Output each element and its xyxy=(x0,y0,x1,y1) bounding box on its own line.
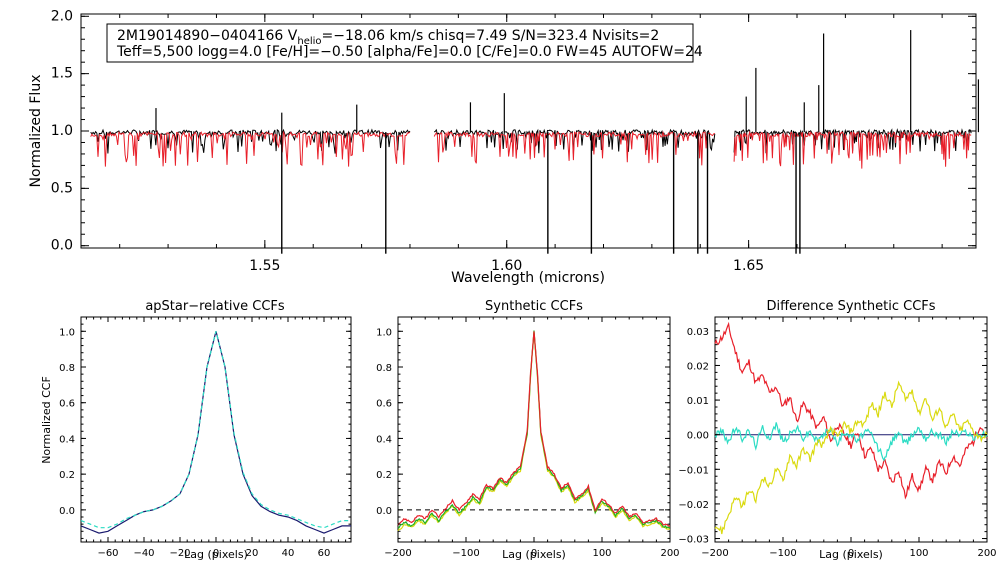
difference_ccf-series-red xyxy=(714,321,988,500)
synthetic-ccf-panel: Synthetic CCFs −200 −100 0 100 200 0.0 0.2 0.4 0… xyxy=(376,299,679,561)
difference-ccf-title: Difference Synthetic CCFs xyxy=(766,299,935,314)
spectrum-panel: 1.55 1.60 1.65 0.0 0.5 1.0 1.5 2.0 2M19014890−0… xyxy=(28,8,980,286)
x-tick-label: −40 xyxy=(133,548,154,559)
y-tick-label: −0.01 xyxy=(678,465,709,476)
difference-ccf-ticks-group: −200 −100 0 100 200 −0.03 −0.02 −0.01 0.00 0.01 0.… xyxy=(678,316,997,559)
x-tick-label: 200 xyxy=(977,548,996,559)
x-tick-label: −200 xyxy=(384,548,411,559)
apstar-ccf-series-group xyxy=(80,331,351,534)
x-tick-label: 0 xyxy=(848,548,854,559)
synthetic-ccf-ticks-group: −200 −100 0 100 200 0.0 0.2 0.4 0.6 0.8 1.0 xyxy=(376,316,680,559)
y-tick-label: 1.5 xyxy=(51,66,73,82)
y-tick-label: 2.0 xyxy=(51,8,73,24)
difference-ccf-series-group xyxy=(714,321,988,535)
apstar-ccf-title: apStar−relative CCFs xyxy=(145,299,285,314)
x-tick-label: 100 xyxy=(592,548,611,559)
apstar_ccf-series-cyan xyxy=(80,331,351,529)
x-tick-label: −100 xyxy=(769,548,796,559)
synthetic-ccf-x-axis-title: Lag (pixels) xyxy=(502,548,566,561)
y-tick-label: 0.00 xyxy=(687,431,709,442)
y-tick-label: 0.0 xyxy=(376,506,392,517)
x-tick-label: 60 xyxy=(318,548,331,559)
spectrum-info-line2: Teff=5,500 logg=4.0 [Fe/H]=−0.50 [alpha/… xyxy=(116,44,703,60)
spectrum-info-line1: 2M19014890−0404166 Vhelio=−18.06 km/s ch… xyxy=(117,28,659,47)
spectrum-info-box xyxy=(106,23,694,63)
x-tick-label: 1.65 xyxy=(733,258,764,274)
y-tick-label: 0.8 xyxy=(376,363,392,374)
x-tick-label: 0 xyxy=(531,548,537,559)
x-tick-label: −200 xyxy=(701,548,728,559)
synthetic_ccf-series-green xyxy=(397,330,671,529)
info-line1-suffix: =−18.06 km/s chisq=7.49 S/N=323.4 Nvisit… xyxy=(322,28,660,44)
apstar-ccf-x-axis-title: Lag (pixels) xyxy=(184,548,248,561)
difference_ccf-series-yellow xyxy=(714,380,988,535)
x-tick-label: 200 xyxy=(660,548,679,559)
info-line1-prefix: 2M19014890−0404166 V xyxy=(117,28,298,44)
y-tick-label: 0.01 xyxy=(687,396,709,407)
spectrum-model-line-chip-2 xyxy=(433,130,716,166)
synthetic-ccf-series-group xyxy=(397,330,671,532)
y-tick-label: 1.0 xyxy=(59,327,75,338)
x-tick-label: 0 xyxy=(213,548,219,559)
y-tick-label: 0.6 xyxy=(376,399,392,410)
x-tick-label: 100 xyxy=(909,548,928,559)
y-tick-label: 0.2 xyxy=(59,470,75,481)
y-tick-label: 0.02 xyxy=(687,361,709,372)
y-tick-label: 0.6 xyxy=(59,399,75,410)
apstar-ccf-y-axis-title: Normalized CCF xyxy=(40,376,53,464)
spectrum-model-line-chip-1 xyxy=(90,130,411,167)
spectrum-ticks-group: 1.55 1.60 1.65 0.0 0.5 1.0 1.5 2.0 xyxy=(51,8,976,274)
x-tick-label: 1.60 xyxy=(491,258,522,274)
spectrum-y-axis-title: Normalized Flux xyxy=(28,75,44,188)
difference-ccf-x-axis-title: Lag (pixels) xyxy=(819,548,883,561)
x-tick-label: −20 xyxy=(169,548,190,559)
spectrum-x-axis-title: Wavelength (microns) xyxy=(451,270,605,286)
y-tick-label: 0.2 xyxy=(376,470,392,481)
y-tick-label: 1.0 xyxy=(51,123,73,139)
y-tick-label: 0.5 xyxy=(51,180,73,196)
y-tick-label: 0.0 xyxy=(51,238,73,254)
y-tick-label: 0.4 xyxy=(59,434,75,445)
spectrum-model-line-chip-3 xyxy=(733,130,972,169)
spectrum-series-group xyxy=(90,30,980,254)
apstar-ccf-ticks-group: −60 −40 −20 0 20 40 60 0.0 0.2 0.4 0.6 0.8 1.0 xyxy=(59,316,351,559)
x-tick-label: 40 xyxy=(282,548,295,559)
y-tick-label: 1.0 xyxy=(376,327,392,338)
x-tick-label: −60 xyxy=(97,548,118,559)
x-tick-label: 1.55 xyxy=(249,258,280,274)
x-tick-label: −100 xyxy=(452,548,479,559)
y-tick-label: −0.03 xyxy=(678,535,709,546)
x-tick-label: 20 xyxy=(246,548,259,559)
difference_ccf-series-cyan xyxy=(714,422,988,462)
y-tick-label: 0.4 xyxy=(376,434,392,445)
difference-ccf-panel: Difference Synthetic CCFs −200 −100 0 100 20… xyxy=(678,299,996,561)
info-helio-subscript: helio xyxy=(297,36,321,47)
y-tick-label: −0.02 xyxy=(678,500,709,511)
y-tick-label: 0.8 xyxy=(59,363,75,374)
synthetic-ccf-title: Synthetic CCFs xyxy=(485,299,583,314)
y-tick-label: 0.0 xyxy=(59,506,75,517)
apstar-ccf-panel: apStar−relative CCFs −60 −40 −20 0 20 40 60 0.0… xyxy=(40,299,352,561)
synthetic_ccf-series-red xyxy=(397,331,671,527)
y-tick-label: 0.03 xyxy=(687,327,709,338)
